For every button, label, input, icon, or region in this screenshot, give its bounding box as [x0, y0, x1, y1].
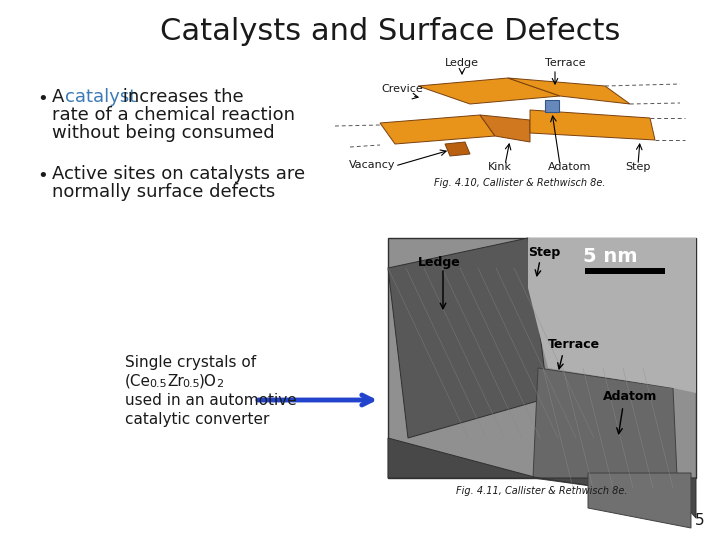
- Text: 0.5: 0.5: [149, 379, 166, 389]
- Text: A: A: [52, 88, 70, 106]
- Text: catalyst: catalyst: [65, 88, 136, 106]
- Text: Terrace: Terrace: [545, 58, 585, 68]
- Text: Adatom: Adatom: [549, 162, 592, 172]
- Text: Crevice: Crevice: [381, 84, 423, 94]
- FancyBboxPatch shape: [388, 238, 696, 478]
- Text: without being consumed: without being consumed: [52, 124, 274, 142]
- Polygon shape: [528, 238, 696, 393]
- Text: increases the: increases the: [117, 88, 243, 106]
- Polygon shape: [380, 115, 495, 144]
- Text: Vacancy: Vacancy: [348, 160, 395, 170]
- Polygon shape: [480, 115, 530, 142]
- Text: Step: Step: [625, 162, 651, 172]
- Text: )O: )O: [199, 374, 217, 389]
- Text: 5 nm: 5 nm: [583, 247, 637, 266]
- Polygon shape: [388, 438, 696, 518]
- Text: Ledge: Ledge: [418, 256, 461, 269]
- Polygon shape: [508, 78, 630, 104]
- Polygon shape: [533, 368, 678, 498]
- Text: Fig. 4.11, Callister & Rethwisch 8e.: Fig. 4.11, Callister & Rethwisch 8e.: [456, 486, 628, 496]
- Polygon shape: [588, 473, 691, 528]
- Text: 2: 2: [216, 379, 223, 389]
- Text: catalytic converter: catalytic converter: [125, 412, 269, 427]
- Text: 5: 5: [694, 513, 704, 528]
- FancyBboxPatch shape: [545, 100, 559, 112]
- Text: Single crystals of: Single crystals of: [125, 355, 256, 370]
- Text: Step: Step: [528, 246, 560, 259]
- FancyArrowPatch shape: [258, 395, 372, 405]
- Text: Catalysts and Surface Defects: Catalysts and Surface Defects: [160, 17, 620, 46]
- Polygon shape: [388, 238, 548, 438]
- Text: (Ce: (Ce: [125, 374, 151, 389]
- Polygon shape: [418, 78, 560, 104]
- Text: •: •: [37, 167, 48, 185]
- Text: 0.5: 0.5: [182, 379, 199, 389]
- Text: Active sites on catalysts are: Active sites on catalysts are: [52, 165, 305, 183]
- Text: Ledge: Ledge: [445, 58, 479, 68]
- Text: normally surface defects: normally surface defects: [52, 183, 275, 201]
- Text: •: •: [37, 90, 48, 108]
- FancyBboxPatch shape: [585, 268, 665, 274]
- Text: Kink: Kink: [488, 162, 512, 172]
- Text: Zr: Zr: [167, 374, 184, 389]
- Polygon shape: [530, 110, 655, 140]
- Text: rate of a chemical reaction: rate of a chemical reaction: [52, 106, 295, 124]
- Polygon shape: [445, 142, 470, 156]
- Text: Adatom: Adatom: [603, 390, 657, 403]
- Text: used in an automotive: used in an automotive: [125, 393, 297, 408]
- Text: Terrace: Terrace: [548, 338, 600, 351]
- Text: Fig. 4.10, Callister & Rethwisch 8e.: Fig. 4.10, Callister & Rethwisch 8e.: [434, 178, 606, 188]
